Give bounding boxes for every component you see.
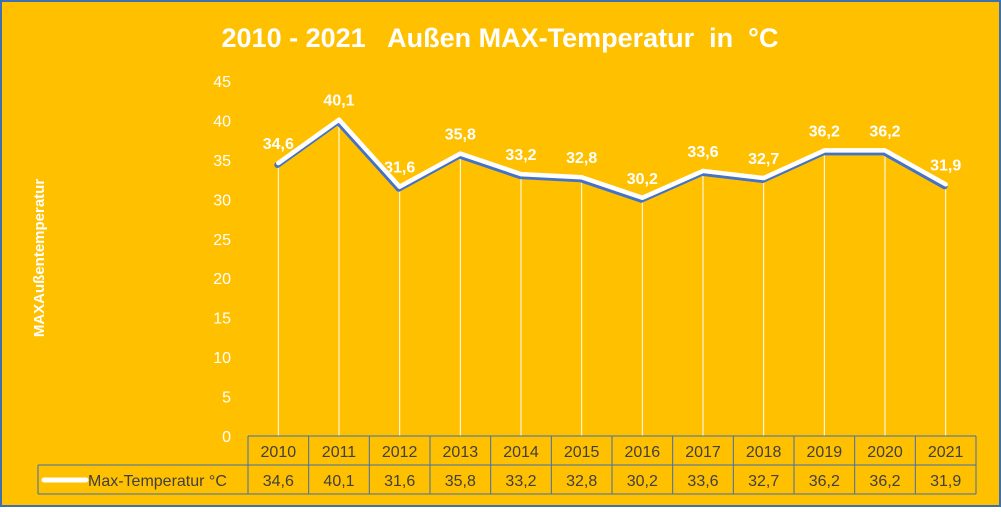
drop-lines [277,119,947,436]
data-label-2020: 36,2 [869,123,900,140]
y-tick-label-20: 20 [213,271,231,288]
x-tick-label-2013: 2013 [443,444,479,461]
y-tick-label-35: 35 [213,153,231,170]
data-point-2012 [398,185,402,189]
table-value-2018: 32,7 [748,473,779,490]
data-label-2018: 32,7 [748,151,779,168]
table-value-2010: 34,6 [263,473,294,490]
data-label-2021: 31,9 [930,157,961,174]
data-point-2018 [762,176,766,180]
table-value-2019: 36,2 [809,473,840,490]
data-label-2012: 31,6 [384,160,415,177]
data-point-2014 [519,172,523,176]
table-value-2015: 32,8 [566,473,597,490]
x-tick-label-2011: 2011 [322,444,357,461]
data-label-2017: 33,6 [687,144,718,161]
data-label-2010: 34,6 [263,136,294,153]
data-point-2011 [337,118,341,122]
chart-title: 2010 - 2021 Außen MAX-Temperatur in °C [222,23,779,53]
y-tick-label-0: 0 [222,429,231,446]
x-tick-label-2015: 2015 [564,444,600,461]
series-line [276,117,948,201]
data-point-2010 [276,161,280,165]
y-tick-label-30: 30 [213,192,231,209]
y-tick-label-40: 40 [213,113,231,130]
data-point-2016 [640,196,644,200]
data-point-2015 [580,175,584,179]
data-label-2014: 33,2 [505,147,536,164]
x-tick-label-2019: 2019 [807,444,843,461]
data-label-2019: 36,2 [809,123,840,140]
y-tick-label-5: 5 [222,390,231,407]
data-point-2020 [883,148,887,152]
legend-series-name: Max-Temperatur °C [88,473,227,490]
table-value-2017: 33,6 [687,473,718,490]
data-point-2013 [458,152,462,156]
x-tick-label-2017: 2017 [685,444,721,461]
table-value-2012: 31,6 [384,473,415,490]
data-point-2021 [944,182,948,186]
data-label-2016: 30,2 [627,171,658,188]
table-value-2011: 40,1 [323,473,354,490]
table-value-2016: 30,2 [627,473,658,490]
data-point-2017 [701,169,705,173]
data-label-2015: 32,8 [566,150,597,167]
x-tick-label-2021: 2021 [928,444,964,461]
data-label-2013: 35,8 [445,127,476,144]
x-tick-label-2020: 2020 [867,444,903,461]
y-axis-label: MAXAußentemperatur [31,179,48,338]
y-tick-label-25: 25 [213,232,231,249]
series-max-temperatur [274,117,948,203]
table-value-2014: 33,2 [505,473,536,490]
x-tick-label-2012: 2012 [382,444,418,461]
data-table: 2010 34,6 2011 40,1 2012 31,6 2013 35,8 2014 33,2… [37,435,977,495]
y-axis-ticks: 0 5 10 15 20 25 30 35 40 45 [213,74,231,446]
x-tick-label-2014: 2014 [503,444,539,461]
table-value-2020: 36,2 [869,473,900,490]
table-value-2021: 31,9 [930,473,961,490]
y-tick-label-45: 45 [213,74,231,91]
data-label-2011: 40,1 [323,93,354,110]
x-tick-label-2010: 2010 [261,444,297,461]
x-tick-label-2016: 2016 [625,444,661,461]
data-point-2019 [822,148,826,152]
table-value-2013: 35,8 [445,473,476,490]
y-tick-label-15: 15 [213,311,231,328]
y-tick-label-10: 10 [213,350,231,367]
data-labels: 34,6 40,1 31,6 35,8 33,2 32,8 30,2 33,6 32,7 36,2… [263,93,962,188]
x-tick-label-2018: 2018 [746,444,782,461]
